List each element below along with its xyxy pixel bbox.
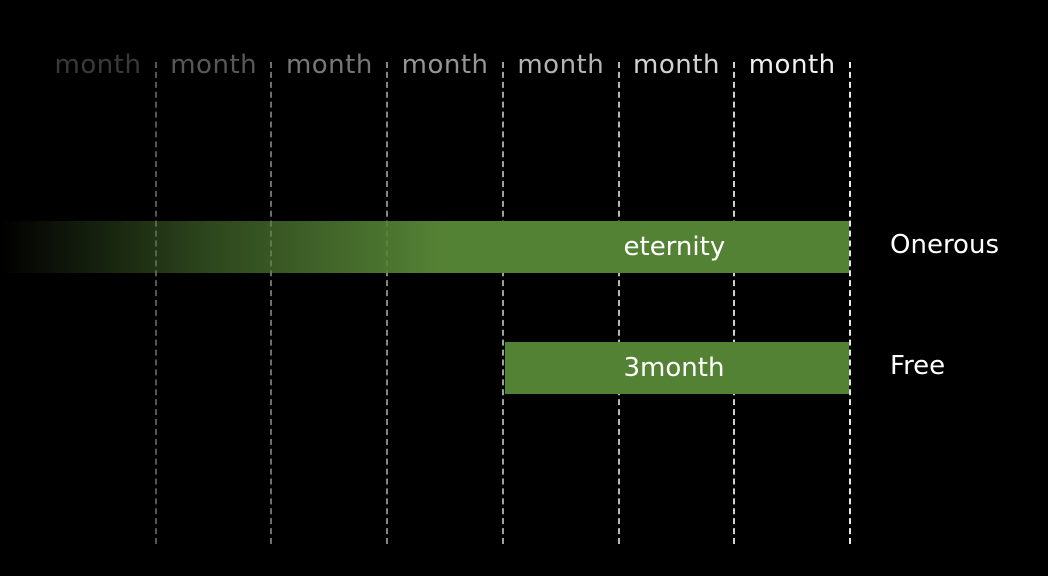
onerous-bar bbox=[0, 221, 849, 273]
month-label: month bbox=[285, 50, 373, 80]
month-label: month bbox=[54, 50, 142, 80]
month-divider bbox=[617, 62, 620, 544]
month-label: month bbox=[633, 50, 720, 80]
free-bar bbox=[504, 342, 849, 394]
onerous-bar-label: eternity bbox=[623, 232, 726, 262]
free-bar-label: 3month bbox=[623, 353, 725, 383]
free-row-label: Free bbox=[890, 351, 946, 381]
month-divider bbox=[270, 62, 273, 544]
month-label: month bbox=[748, 50, 836, 80]
month-divider bbox=[386, 62, 389, 544]
month-divider bbox=[733, 62, 736, 544]
month-label: month bbox=[401, 50, 489, 80]
month-divider bbox=[154, 62, 157, 544]
month-divider bbox=[501, 62, 504, 544]
onerous-row-label: Onerous bbox=[890, 230, 999, 260]
month-divider bbox=[848, 62, 851, 544]
month-label: month bbox=[170, 50, 258, 80]
month-label: month bbox=[517, 50, 605, 80]
